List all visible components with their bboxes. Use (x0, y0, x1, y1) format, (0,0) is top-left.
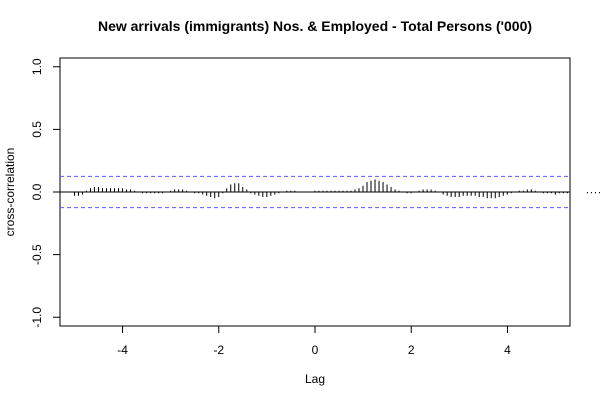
x-tick-label: 4 (504, 343, 511, 357)
ccf-bars (73, 179, 600, 199)
y-tick-label: -1.0 (30, 307, 44, 328)
chart-title: New arrivals (immigrants) Nos. & Employe… (98, 18, 532, 34)
y-axis-label: cross-correlation (3, 148, 17, 237)
x-axis-label: Lag (305, 372, 325, 386)
x-tick-label: -4 (117, 343, 128, 357)
x-tick-label: 2 (408, 343, 415, 357)
x-tick-label: 0 (312, 343, 319, 357)
y-tick-label: 0.5 (30, 121, 44, 138)
y-tick-label: -0.5 (30, 244, 44, 265)
confidence-bounds (60, 175, 570, 209)
y-axis: -1.0 -0.5 0.0 0.5 1.0 (30, 58, 61, 328)
x-axis: -4 -2 0 2 4 (117, 325, 511, 357)
y-tick-label: 0.0 (30, 183, 44, 200)
y-tick-label: 1.0 (30, 58, 44, 75)
x-tick-label: -2 (213, 343, 224, 357)
